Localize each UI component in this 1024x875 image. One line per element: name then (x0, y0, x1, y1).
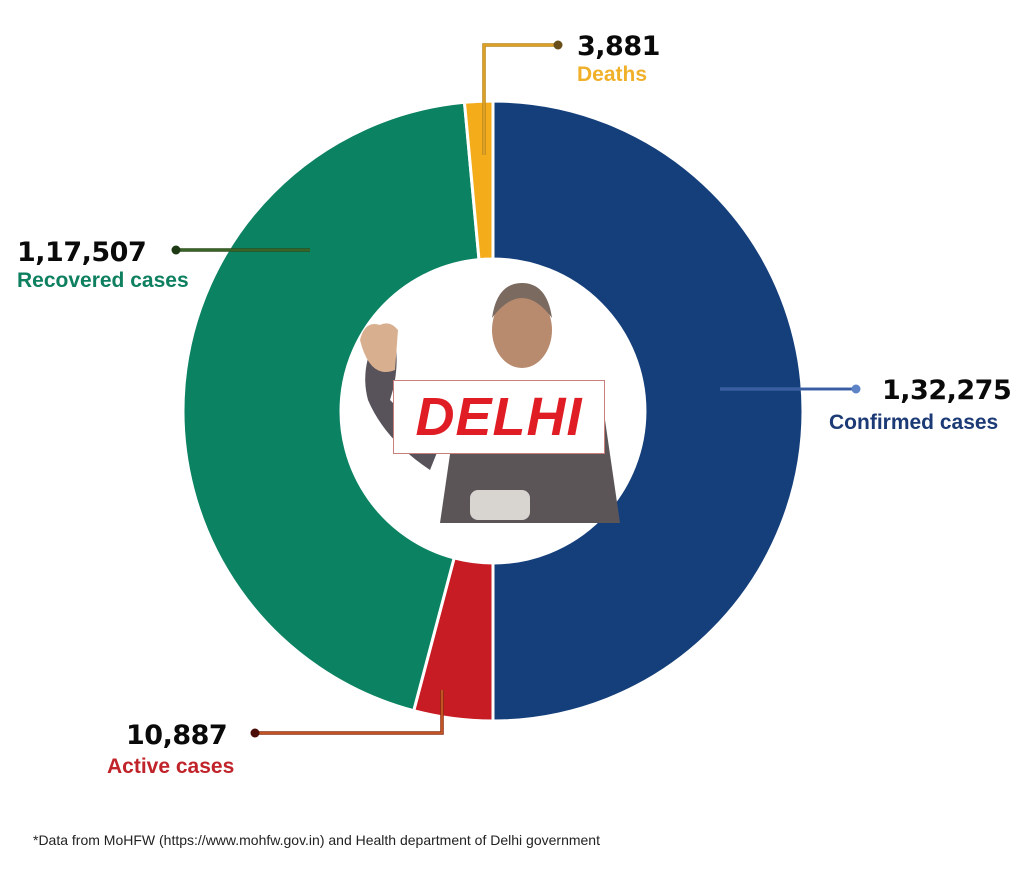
active-value: 10,887 (126, 720, 228, 751)
deaths-value: 3,881 (577, 31, 660, 62)
center-label: DELHI (415, 387, 583, 447)
active-caption: Active cases (107, 755, 235, 778)
active-label: 10,887 (126, 720, 228, 751)
slice-deaths (462, 99, 495, 262)
source-footnote: *Data from MoHFW (https://www.mohfw.gov.… (33, 832, 600, 848)
center-label-box: DELHI (393, 380, 605, 454)
slice-confirmed (491, 99, 805, 723)
deaths-label: 3,881 Deaths (577, 32, 660, 88)
deaths-caption: Deaths (577, 63, 648, 86)
confirmed-caption-wrap: Confirmed cases (829, 410, 998, 436)
slice-recovered (181, 100, 481, 713)
confirmed-label: 1,32,275 (882, 375, 1012, 406)
donut-slices (181, 99, 805, 723)
recovered-value: 1,17,507 (17, 237, 147, 268)
recovered-caption: Recovered cases (17, 269, 189, 292)
recovered-label: 1,17,507 Recovered cases (17, 238, 189, 294)
leader-lines (171, 40, 861, 738)
confirmed-caption: Confirmed cases (829, 411, 999, 434)
confirmed-value: 1,32,275 (882, 375, 1012, 406)
active-caption-wrap: Active cases (107, 754, 234, 780)
